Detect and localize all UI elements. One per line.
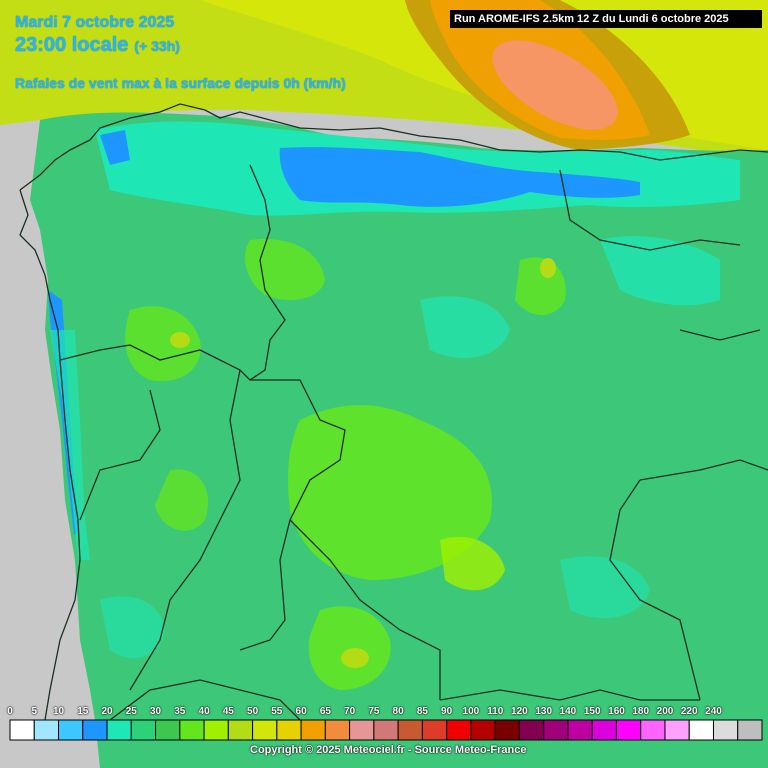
legend-tick: 85 [416,706,428,717]
legend-swatch [349,719,375,741]
legend-tick: 45 [222,706,234,717]
legend-tick: 200 [656,706,674,717]
legend-tick: 35 [174,706,186,717]
administrative-borders [19,103,768,721]
run-info-box: Run AROME-IFS 2.5km 12 Z du Lundi 6 octo… [450,10,762,28]
legend-tick: 90 [441,706,453,717]
legend-swatch [300,719,326,741]
interior-patches [100,236,720,690]
legend-swatch [470,719,496,741]
legend-tick: 130 [535,706,553,717]
legend-tick: 140 [559,706,577,717]
forecast-date: Mardi 7 octobre 2025 [15,14,175,31]
legend-tick: 10 [52,706,65,717]
legend-swatch [712,719,739,741]
legend-tick: 80 [392,706,404,717]
legend-swatch [203,719,229,741]
legend-swatch [276,719,302,741]
copyright-text: Copyright © 2025 Meteociel.fr - Source M… [250,744,527,756]
legend-swatch [664,719,690,741]
legend-tick: 5 [31,706,38,717]
legend-swatch [155,719,181,741]
legend-swatch [446,719,472,741]
legend-swatch [373,719,399,741]
legend-swatch [567,719,593,741]
legend-tick: 180 [632,706,650,717]
legend-tick: 65 [319,706,331,717]
strong-gust-core [492,40,618,130]
legend-swatch [9,719,35,741]
legend-tick: 70 [344,706,356,717]
legend-tick: 60 [295,706,307,717]
legend-swatch [106,719,132,741]
forecast-time-label: 23:00 locale [15,34,129,56]
legend-swatch [421,719,448,741]
legend-swatch [591,719,617,741]
legend-tick: 120 [511,706,528,717]
legend-tick: 220 [680,706,698,717]
legend-swatch [82,719,108,741]
legend-swatch [640,719,666,741]
legend-tick: 25 [125,706,137,717]
legend-tick: 160 [608,706,625,717]
legend-tick: 240 [705,706,722,717]
legend-swatch [130,719,157,741]
legend-tick: 0 [7,706,13,717]
legend-swatch [324,719,351,741]
legend-swatch [397,719,423,741]
legend-tick: 50 [247,706,259,717]
forecast-offset: (+ 33h) [134,38,180,54]
forecast-time: 23:00 locale (+ 33h) [15,34,180,57]
legend-swatch [33,719,60,741]
legend-swatch [737,719,763,741]
legend-tick: 55 [271,706,283,717]
legend-tick: 15 [77,706,89,717]
legend-color-scale [9,719,763,741]
legend-swatch [58,719,84,741]
legend-tick: 40 [198,706,210,717]
legend-swatch [494,719,520,741]
parameter-title: Rafales de vent max à la surface depuis … [15,75,346,91]
legend-tick: 150 [583,706,601,717]
legend-tick: 75 [368,706,380,717]
legend-swatch [179,719,205,741]
legend-tick: 110 [487,706,504,717]
legend-swatch [543,719,569,741]
legend-swatch [252,719,278,741]
north-coast-blue [279,147,640,207]
legend-tick: 20 [101,706,113,717]
legend-swatch [227,719,254,741]
legend-swatch [688,719,714,741]
legend-swatch [518,719,545,741]
legend-swatch [615,719,642,741]
legend-tick: 100 [462,706,480,717]
legend-tick: 30 [149,706,162,717]
